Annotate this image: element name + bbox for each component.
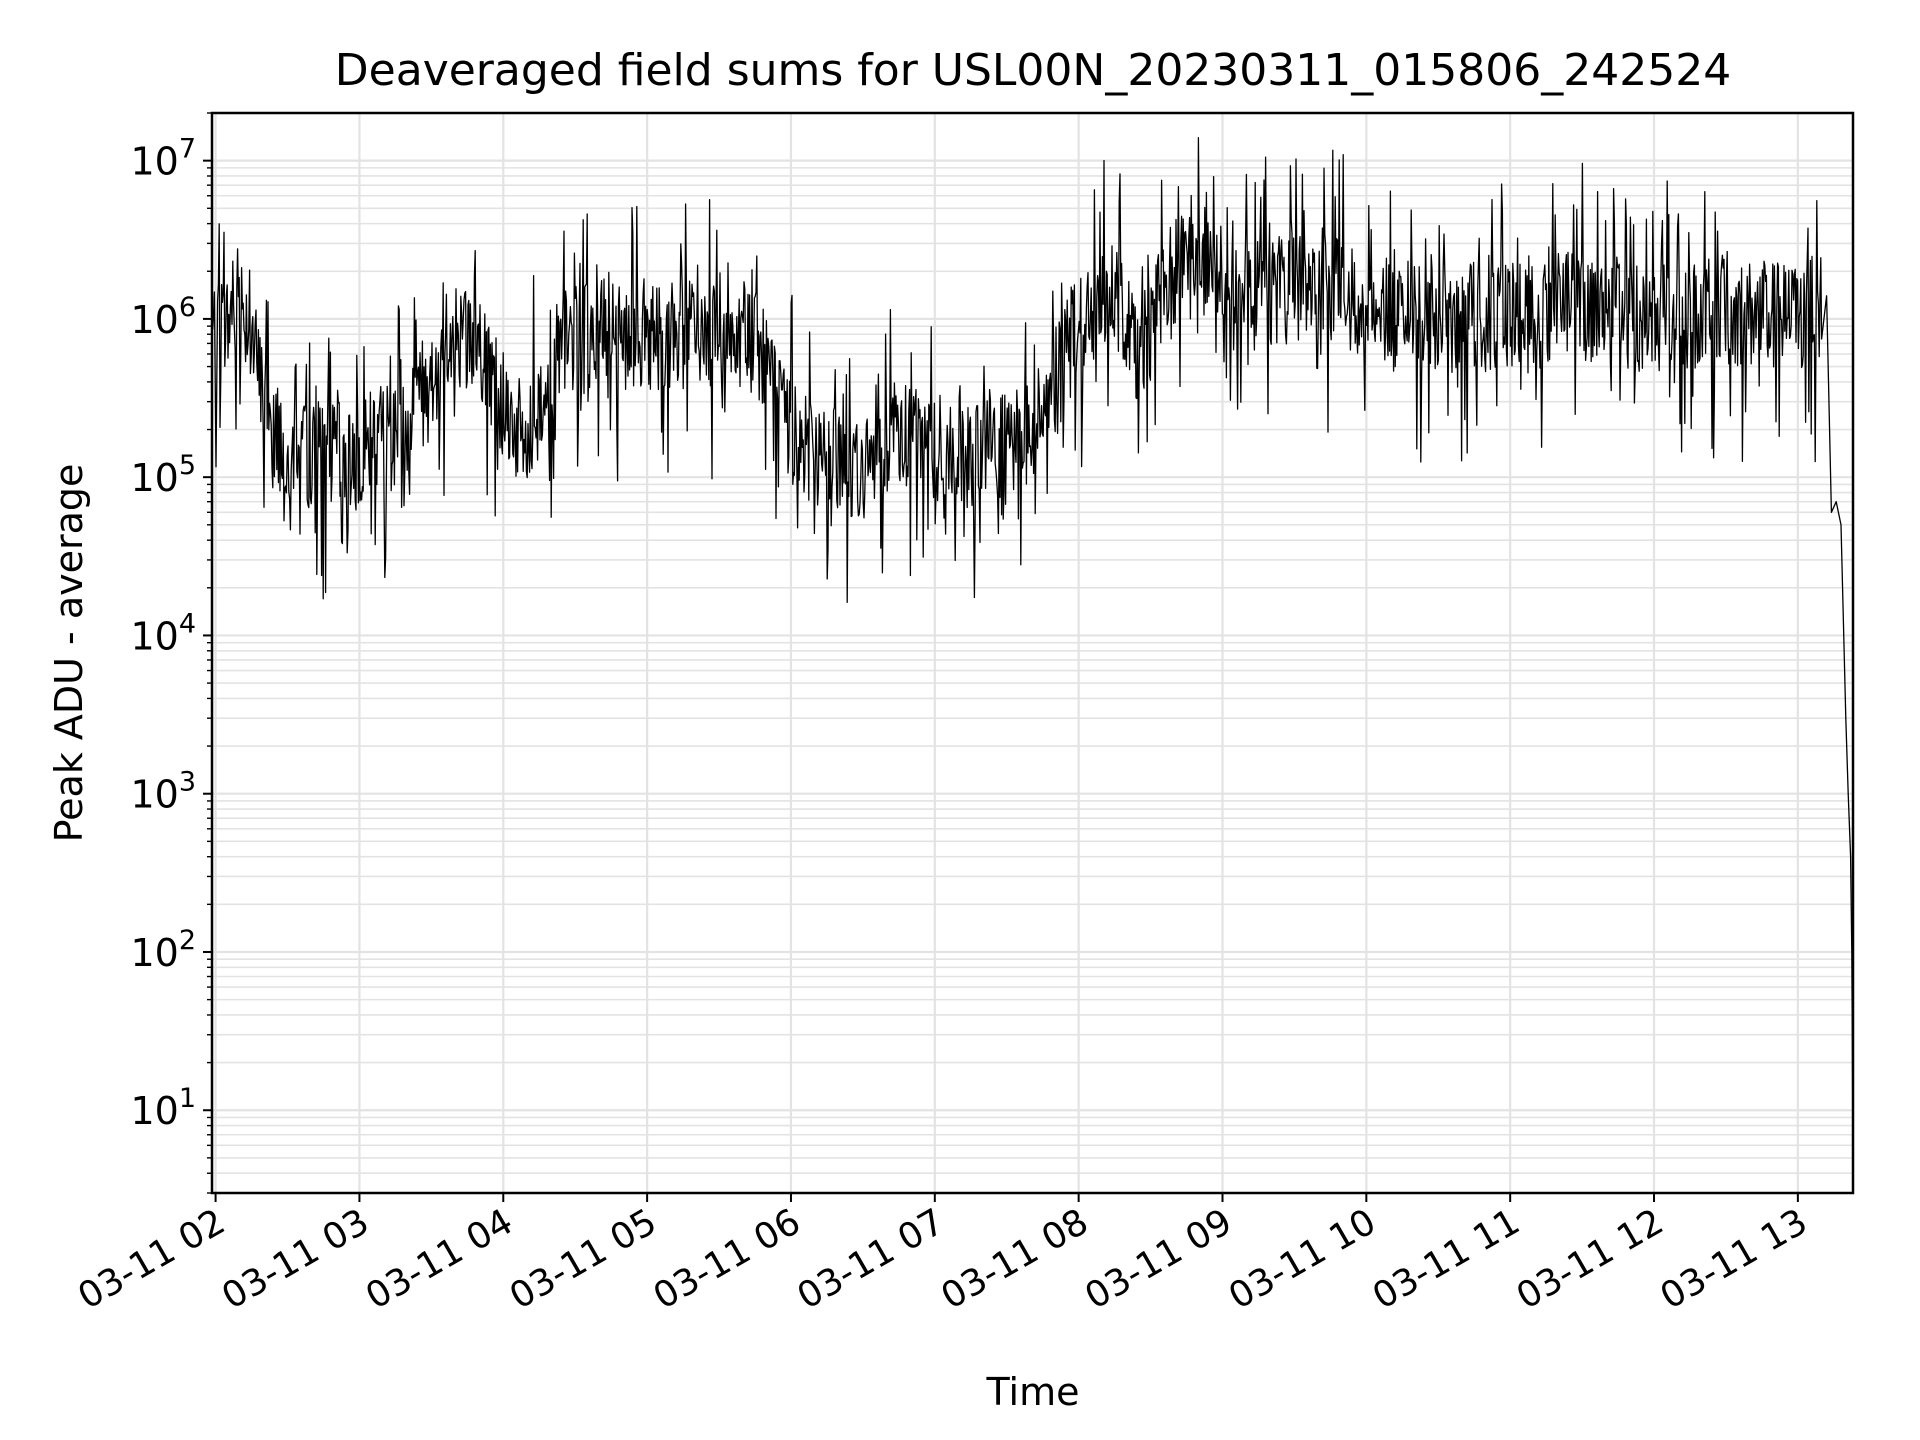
y-tick-label: 101 <box>130 1083 196 1133</box>
x-tick-label: 03-11 09 <box>1078 1201 1239 1317</box>
x-tick-label: 03-11 10 <box>1222 1201 1383 1317</box>
x-tick-label: 03-11 08 <box>934 1201 1095 1317</box>
x-tick-label: 03-11 03 <box>215 1201 376 1317</box>
y-axis: 101 102 103 104 105 106 107 <box>130 112 212 1194</box>
series-line <box>211 137 1854 1158</box>
y-axis-label: Peak ADU - average <box>47 464 91 843</box>
y-tick-label: 103 <box>130 767 196 817</box>
x-tick-label: 03-11 11 <box>1366 1201 1527 1317</box>
plot-area-frame <box>210 111 1855 1195</box>
x-axis-label: Time <box>986 1370 1080 1414</box>
x-tick-label: 03-11 13 <box>1654 1201 1815 1317</box>
x-tick-label: 03-11 02 <box>71 1201 232 1317</box>
y-tick-label: 102 <box>130 925 196 975</box>
y-tick-label: 104 <box>130 608 196 658</box>
grid <box>212 112 1853 1194</box>
x-tick-label: 03-11 04 <box>359 1201 520 1317</box>
x-tick-label: 03-11 07 <box>791 1201 952 1317</box>
x-tick-label: 03-11 05 <box>503 1201 664 1317</box>
y-tick-label: 107 <box>130 134 196 184</box>
x-tick-label: 03-11 06 <box>647 1201 808 1317</box>
series-layer <box>211 137 1854 1158</box>
y-tick-label: 105 <box>130 450 196 500</box>
y-tick-label: 106 <box>130 292 196 342</box>
x-tick-label: 03-11 12 <box>1510 1201 1671 1317</box>
chart-title: Deaveraged field sums for USL00N_2023031… <box>335 45 1731 96</box>
